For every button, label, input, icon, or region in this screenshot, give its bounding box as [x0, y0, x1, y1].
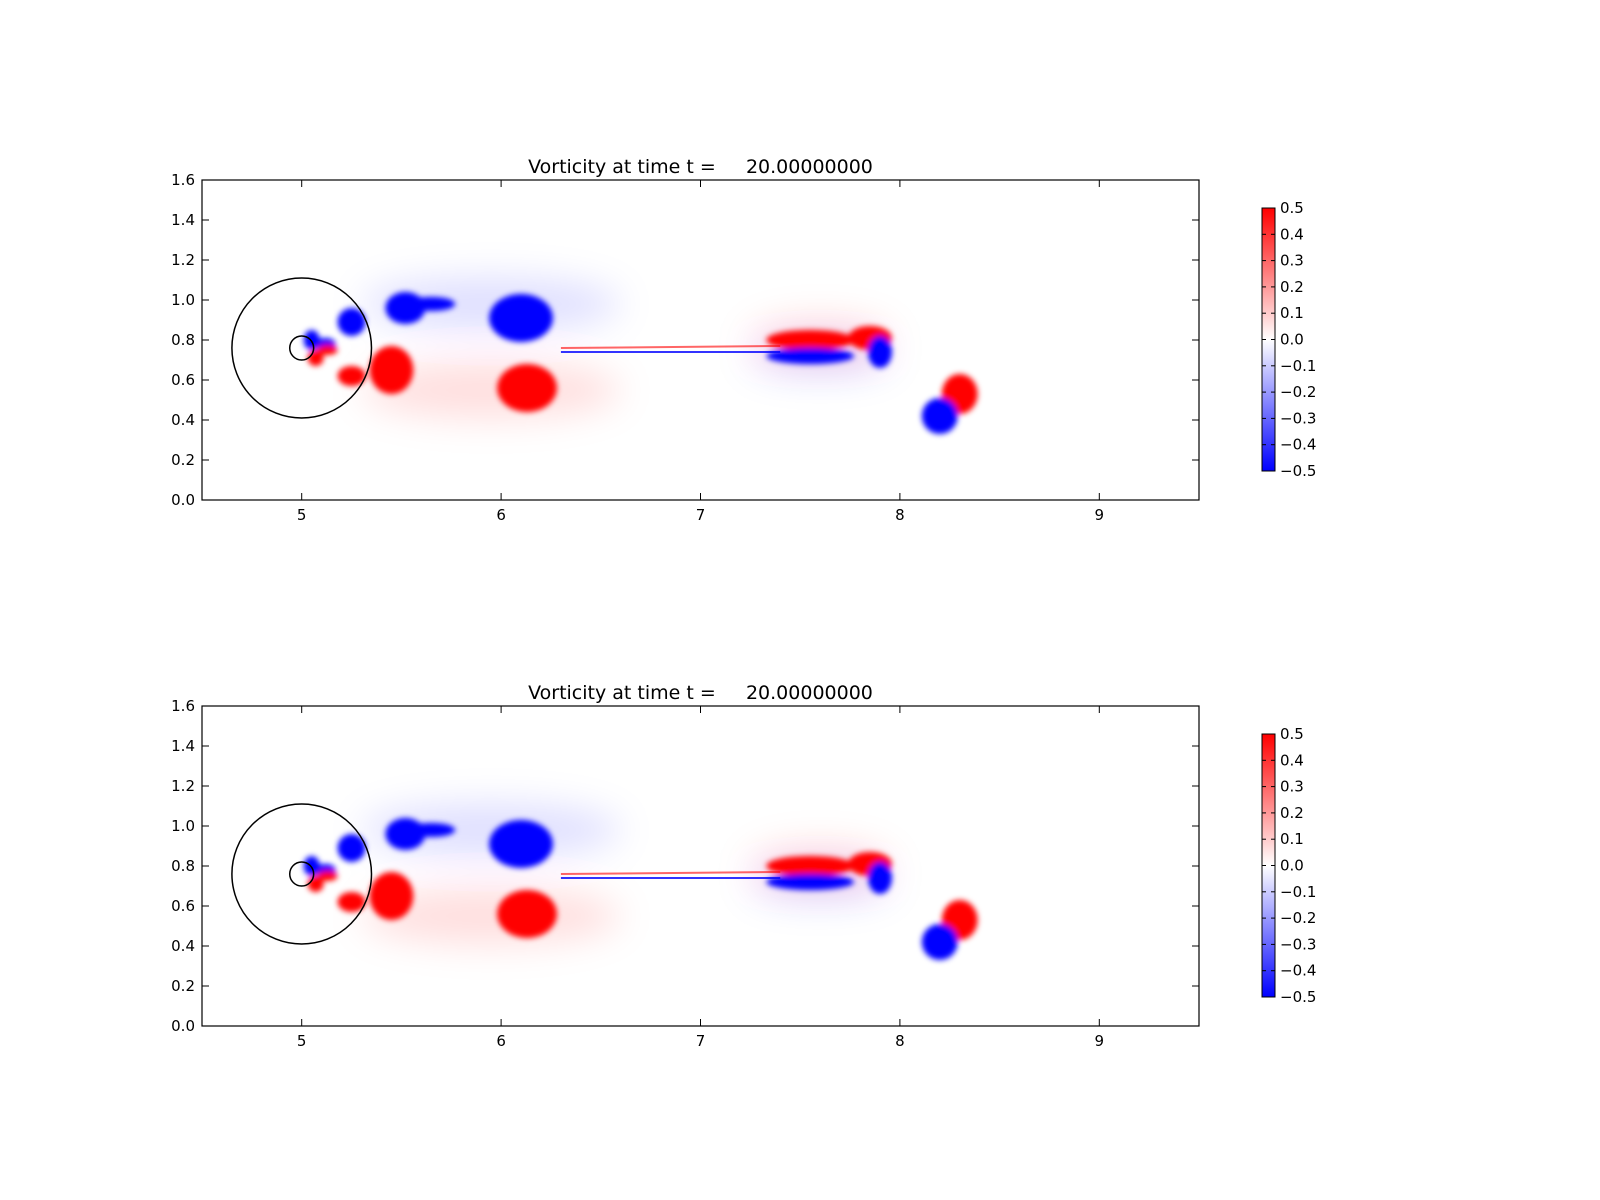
colorbar-tick-label: 0.1 [1280, 830, 1304, 848]
x-tick-label: 5 [297, 506, 307, 524]
colorbar-tick-label: −0.2 [1280, 383, 1316, 401]
x-tick-label: 8 [895, 506, 905, 524]
plot-background [202, 180, 1199, 500]
vortex-positive [337, 892, 366, 912]
vorticity-field [231, 803, 978, 960]
vortex-negative [337, 308, 366, 336]
vortex-negative [337, 834, 366, 862]
vortex-positive [369, 346, 414, 394]
x-tick-label: 5 [297, 1032, 307, 1050]
vortex-blobs [303, 818, 978, 960]
shear-layer-positive [560, 871, 781, 875]
y-tick-label: 0.6 [171, 371, 195, 389]
outer-circle [231, 803, 373, 945]
y-tick-label: 1.2 [171, 777, 195, 795]
shear-layer-positive [560, 345, 781, 349]
vortex-negative [921, 398, 958, 434]
vortex-negative [867, 336, 892, 368]
y-tick-label: 0.0 [171, 491, 195, 509]
y-tick-label: 0.2 [171, 451, 195, 469]
colorbar-tick-label: 0.0 [1280, 331, 1304, 349]
plot-background [202, 706, 1199, 1026]
colorbar: −0.5 −0.4 −0.3 −0.2 −0.1 0.0 0.1 0.2 0.3 0.4 0.5 [1261, 725, 1316, 1006]
y-tick-label: 1.6 [171, 171, 195, 189]
x-tick-label: 8 [895, 1032, 905, 1050]
y-tick-label: 1.2 [171, 251, 195, 269]
colorbar: −0.5 −0.4 −0.3 −0.2 −0.1 0.0 0.1 0.2 0.3 0.4 0.5 [1261, 199, 1316, 480]
y-tick-label: 1.0 [171, 817, 195, 835]
y-tick-label: 0.2 [171, 977, 195, 995]
y-tick-label: 0.6 [171, 897, 195, 915]
chart-title: Vorticity at time t = 20.00000000 [528, 682, 873, 704]
y-tick-label: 1.4 [171, 211, 195, 229]
vortex-negative [766, 874, 855, 890]
wake-haze-negative [361, 278, 621, 330]
colorbar-tick-label: 0.2 [1280, 278, 1304, 296]
colorbar-tick-label: −0.4 [1280, 962, 1316, 980]
y-tick-label: 1.4 [171, 737, 195, 755]
vortex-positive [317, 871, 338, 881]
vortex-negative [303, 856, 320, 876]
colorbar-tick-label: −0.1 [1280, 883, 1316, 901]
vortex-negative [489, 820, 553, 868]
x-tick-label: 6 [496, 506, 506, 524]
y-tick-label: 1.6 [171, 697, 195, 715]
colorbar-tick-label: −0.5 [1280, 462, 1316, 480]
y-tick-label: 1.0 [171, 291, 195, 309]
colorbar-tick-label: 0.3 [1280, 778, 1304, 796]
y-tick-label: 0.8 [171, 331, 195, 349]
colorbar-tick-label: −0.3 [1280, 935, 1316, 953]
colorbar-tick-label: 0.5 [1280, 199, 1304, 217]
vortex-negative [921, 924, 958, 960]
wake-haze-negative [361, 804, 621, 856]
vortex-positive [317, 345, 338, 355]
x-tick-label: 7 [696, 506, 706, 524]
wake-haze-positive [361, 888, 621, 944]
colorbar-tick-label: 0.5 [1280, 725, 1304, 743]
vortex-negative [867, 862, 892, 894]
x-tick-label: 7 [696, 1032, 706, 1050]
x-tick-label: 9 [1095, 506, 1105, 524]
chart-title: Vorticity at time t = 20.00000000 [528, 156, 873, 178]
y-tick-label: 0.4 [171, 937, 195, 955]
colorbar-tick-label: 0.3 [1280, 252, 1304, 270]
vortex-positive [337, 366, 366, 386]
vortex-negative [489, 294, 553, 342]
vortex-positive [497, 890, 557, 938]
colorbar-tick-label: 0.1 [1280, 304, 1304, 322]
vortex-negative [407, 297, 456, 311]
wake-haze-positive [361, 362, 621, 418]
y-tick-label: 0.8 [171, 857, 195, 875]
colorbar-tick-label: −0.3 [1280, 409, 1316, 427]
vortex-positive [369, 872, 414, 920]
colorbar-tick-label: −0.1 [1280, 357, 1316, 375]
vortex-negative [766, 348, 855, 364]
x-tick-label: 6 [496, 1032, 506, 1050]
vortex-positive [766, 330, 855, 350]
y-tick-label: 0.4 [171, 411, 195, 429]
colorbar-tick-label: 0.4 [1280, 225, 1304, 243]
colorbar-tick-label: 0.0 [1280, 857, 1304, 875]
chart-panel-2: 5 6 7 8 9 0.0 0.2 0.4 0.6 0.8 1.0 1.2 1.4 1.6 Vorticit… [171, 682, 1316, 1050]
vorticity-field [231, 277, 978, 434]
vortex-negative [407, 823, 456, 837]
inner-circle [288, 335, 315, 361]
colorbar-tick-label: 0.4 [1280, 751, 1304, 769]
colorbar-tick-label: −0.5 [1280, 988, 1316, 1006]
colorbar-tick-label: −0.4 [1280, 436, 1316, 454]
vortex-negative [303, 330, 320, 350]
vortex-blobs [303, 292, 978, 434]
vortex-positive [497, 364, 557, 412]
colorbar-tick-label: −0.2 [1280, 909, 1316, 927]
y-tick-label: 0.0 [171, 1017, 195, 1035]
outer-circle [231, 277, 373, 419]
inner-circle [288, 861, 315, 887]
x-tick-label: 9 [1095, 1032, 1105, 1050]
colorbar-tick-label: 0.2 [1280, 804, 1304, 822]
vortex-positive [766, 856, 855, 876]
chart-panel-1: 5 6 7 8 9 0.0 0.2 0.4 0.6 0.8 1.0 1.2 1.4 1.6 Vorticit… [171, 156, 1316, 524]
